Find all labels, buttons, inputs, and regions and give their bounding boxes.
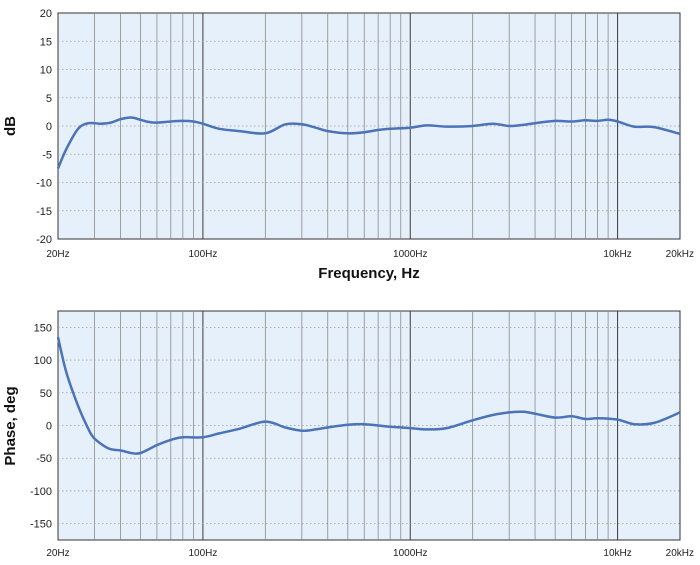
y-tick-label: 10 bbox=[40, 65, 52, 77]
x-tick-label: 20kHz bbox=[666, 249, 694, 260]
y-tick-label: -10 bbox=[36, 178, 52, 190]
phase-series-line bbox=[56, 336, 681, 455]
y-tick-label: 20 bbox=[40, 8, 52, 20]
y-tick-label: 15 bbox=[40, 36, 52, 48]
x-tick-label: 20Hz bbox=[46, 249, 69, 260]
magnitude-plot-area bbox=[57, 12, 681, 240]
y-tick-label: -15 bbox=[36, 206, 52, 218]
phase-x-ticks: 20Hz 100Hz 1000Hz 10kHz 20kHz bbox=[46, 548, 694, 559]
y-tick-label: -150 bbox=[30, 519, 52, 531]
y-tick-label: -20 bbox=[36, 234, 52, 246]
x-tick-label: 10kHz bbox=[603, 548, 631, 559]
magnitude-y-ticks: -20 -15 -10 -5 0 5 10 15 20 bbox=[36, 8, 52, 246]
y-tick-label: 100 bbox=[34, 355, 52, 367]
x-tick-label: 10kHz bbox=[603, 249, 631, 260]
x-tick-label: 100Hz bbox=[188, 548, 217, 559]
y-tick-label: -5 bbox=[42, 149, 52, 161]
y-tick-label: 0 bbox=[46, 121, 52, 133]
magnitude-x-axis-label: Frequency, Hz bbox=[318, 265, 419, 282]
y-tick-label: 5 bbox=[46, 93, 52, 105]
x-tick-label: 20kHz bbox=[666, 548, 694, 559]
phase-y-ticks: -150 -100 -50 0 50 100 150 bbox=[30, 322, 52, 530]
y-tick-label: -50 bbox=[36, 453, 52, 465]
x-tick-label: 1000Hz bbox=[393, 548, 427, 559]
y-tick-label: 150 bbox=[34, 322, 52, 334]
magnitude-series-line bbox=[56, 116, 681, 169]
phase-grid bbox=[58, 311, 680, 540]
y-tick-label: -100 bbox=[30, 486, 52, 498]
magnitude-chart: -20 -15 -10 -5 0 5 10 15 20 20Hz 100Hz 1000Hz 10kHz… bbox=[2, 8, 694, 282]
y-tick-label: 0 bbox=[46, 421, 52, 433]
x-tick-label: 100Hz bbox=[188, 249, 217, 260]
phase-chart: -150 -100 -50 0 50 100 150 20Hz 100Hz 1000Hz 10kH… bbox=[2, 310, 694, 559]
y-tick-label: 50 bbox=[40, 388, 52, 400]
x-tick-label: 1000Hz bbox=[393, 249, 427, 260]
x-tick-label: 20Hz bbox=[46, 548, 69, 559]
magnitude-y-axis-label: dB bbox=[2, 116, 19, 136]
magnitude-x-ticks: 20Hz 100Hz 1000Hz 10kHz 20kHz bbox=[46, 249, 694, 260]
phase-y-axis-label: Phase, deg bbox=[2, 386, 19, 465]
